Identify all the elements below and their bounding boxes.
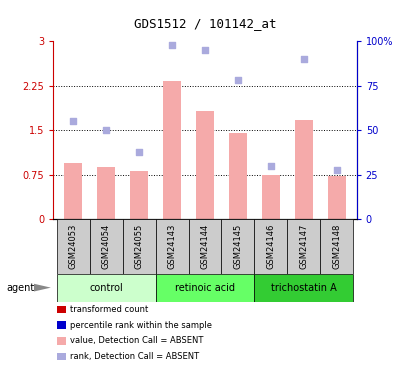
Text: GSM24054: GSM24054 (101, 224, 110, 269)
Text: trichostatin A: trichostatin A (270, 283, 336, 293)
Point (103, 128, 109, 134)
Text: GSM24147: GSM24147 (299, 224, 308, 269)
Text: GDS1512 / 101142_at: GDS1512 / 101142_at (133, 17, 276, 30)
Bar (56, 219, 89, 274)
Text: GSM24053: GSM24053 (68, 224, 77, 269)
Text: transformed count: transformed count (70, 305, 148, 314)
Bar (130, 171, 148, 219)
Bar (196, 111, 213, 219)
Bar (221, 219, 254, 274)
Point (267, 163, 274, 169)
Point (169, 42, 175, 48)
Bar (294, 120, 312, 219)
Point (135, 148, 142, 154)
Bar (254, 219, 287, 274)
Bar (56, 274, 155, 302)
Bar (64, 163, 82, 219)
Text: GSM24145: GSM24145 (233, 224, 242, 269)
Text: GSM24144: GSM24144 (200, 224, 209, 269)
Text: GSM24148: GSM24148 (332, 224, 341, 269)
Text: retinoic acid: retinoic acid (175, 283, 234, 293)
Bar (89, 219, 122, 274)
Bar (188, 219, 221, 274)
Point (300, 56, 306, 62)
Text: GSM24143: GSM24143 (167, 224, 176, 269)
Point (70, 118, 76, 124)
Bar (287, 219, 320, 274)
Bar (97, 167, 115, 219)
Point (201, 47, 208, 53)
Text: rank, Detection Call = ABSENT: rank, Detection Call = ABSENT (70, 352, 198, 361)
Bar (122, 219, 155, 274)
Text: value, Detection Call = ABSENT: value, Detection Call = ABSENT (70, 336, 202, 345)
Bar (261, 176, 279, 219)
Polygon shape (34, 284, 51, 292)
Bar (320, 219, 353, 274)
Text: control: control (89, 283, 123, 293)
Bar (228, 133, 247, 219)
Text: percentile rank within the sample: percentile rank within the sample (70, 321, 211, 330)
Text: agent: agent (6, 283, 34, 293)
Point (234, 78, 240, 84)
Bar (162, 81, 181, 219)
Text: GSM24055: GSM24055 (134, 224, 143, 269)
Point (333, 166, 339, 172)
Bar (155, 274, 254, 302)
Bar (155, 219, 188, 274)
Text: GSM24146: GSM24146 (266, 224, 275, 269)
Bar (254, 274, 353, 302)
Bar (327, 176, 345, 219)
